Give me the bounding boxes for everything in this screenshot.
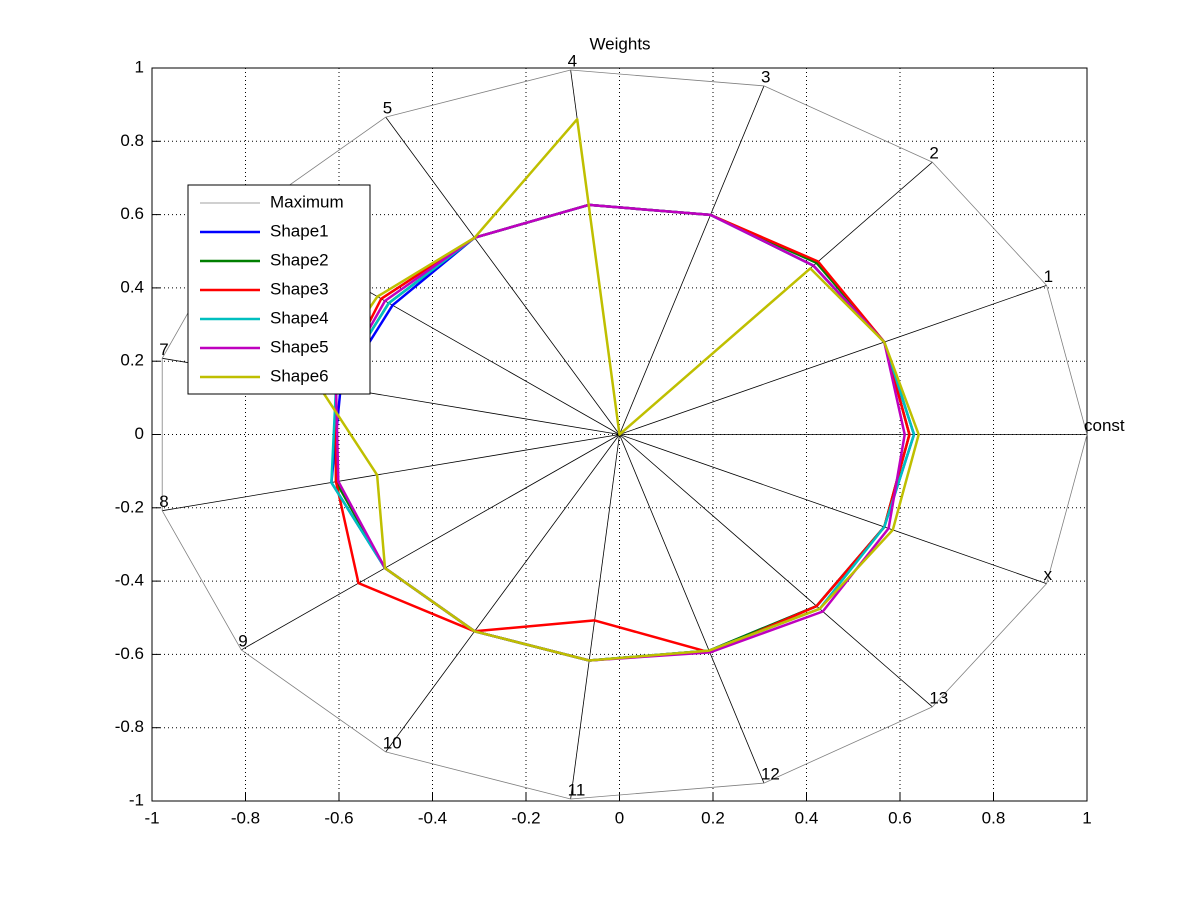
spoke-label: 9 — [238, 631, 247, 650]
spoke — [162, 434, 620, 512]
spoke — [619, 434, 933, 708]
chart-title: Weights — [589, 34, 650, 53]
spoke — [385, 116, 620, 435]
x-tick-label: -0.6 — [324, 808, 353, 827]
legend-label: Maximum — [270, 192, 344, 211]
spoke-label: 7 — [159, 340, 168, 359]
spoke — [385, 434, 620, 753]
x-tick-label: 0 — [615, 808, 624, 827]
spoke-label: 3 — [761, 67, 770, 86]
legend-label: Shape5 — [270, 337, 329, 356]
y-tick-label: -1 — [129, 790, 144, 809]
legend-label: Shape6 — [270, 366, 329, 385]
spoke — [619, 434, 1047, 584]
y-tick-label: 1 — [135, 57, 144, 76]
spoke — [619, 285, 1047, 435]
x-tick-label: -1 — [144, 808, 159, 827]
x-tick-label: -0.8 — [231, 808, 260, 827]
series-line — [316, 117, 920, 662]
x-tick-label: -0.2 — [511, 808, 540, 827]
x-tick-label: 0.2 — [701, 808, 725, 827]
y-tick-label: 0.6 — [120, 204, 144, 223]
spoke — [570, 434, 620, 800]
legend-label: Shape3 — [270, 279, 329, 298]
y-tick-label: 0.8 — [120, 131, 144, 150]
spoke-label: 13 — [929, 688, 948, 707]
y-tick-label: 0.4 — [120, 277, 144, 296]
x-tick-label: 0.8 — [982, 808, 1006, 827]
x-tick-label: 0.4 — [795, 808, 819, 827]
y-tick-label: -0.6 — [115, 644, 144, 663]
x-tick-label: 1 — [1082, 808, 1091, 827]
spoke — [241, 434, 620, 651]
series-line — [161, 69, 1088, 800]
y-tick-label: 0.2 — [120, 351, 144, 370]
spoke-label: 8 — [159, 492, 168, 511]
spoke-label: 12 — [761, 765, 780, 784]
y-tick-label: -0.4 — [115, 571, 144, 590]
legend-label: Shape1 — [270, 221, 329, 240]
x-tick-label: -0.4 — [418, 808, 447, 827]
spoke-label: const — [1084, 416, 1125, 435]
series-line — [334, 203, 906, 662]
x-tick-label: 0.6 — [888, 808, 912, 827]
spoke-label: 10 — [383, 733, 402, 752]
spoke — [619, 434, 765, 784]
spoke-label: x — [1044, 565, 1053, 584]
legend-label: Shape2 — [270, 250, 329, 269]
spoke-label: 5 — [383, 99, 392, 118]
y-tick-label: -0.8 — [115, 717, 144, 736]
spoke-label: 11 — [568, 780, 586, 799]
spoke — [619, 85, 765, 435]
legend-label: Shape4 — [270, 308, 329, 327]
y-tick-label: 0 — [135, 424, 144, 443]
legend: Maximum Shape1 Shape2 Shape3 Shape4 Shape5 Sha… — [187, 184, 371, 395]
spoke-label: 2 — [929, 144, 938, 163]
spoke-label: 4 — [568, 51, 577, 70]
spoke-label: 1 — [1044, 267, 1053, 286]
y-tick-label: -0.2 — [115, 497, 144, 516]
